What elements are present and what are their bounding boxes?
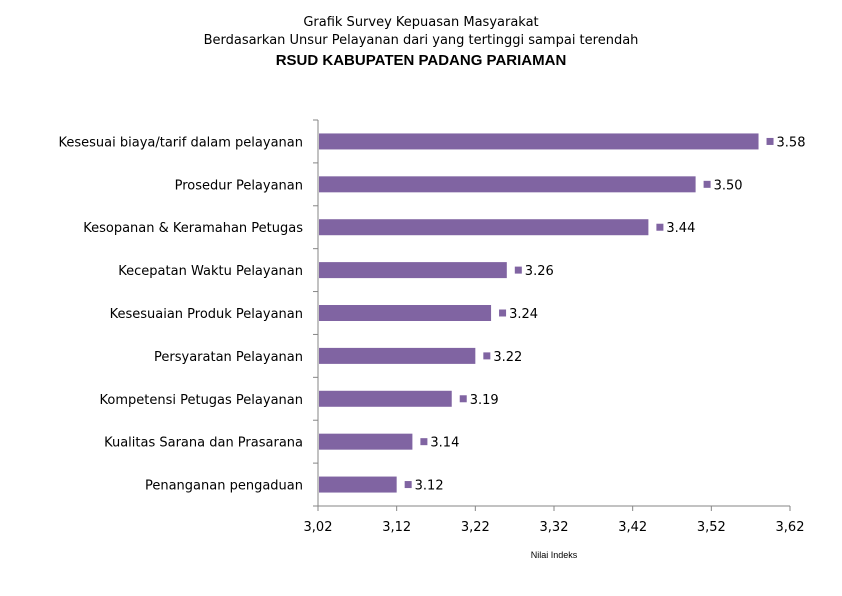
x-tick-label: 3,22 [461, 520, 490, 535]
bar [319, 133, 759, 150]
category-label: Penanganan pengaduan [145, 479, 303, 494]
data-label: 3.58 [777, 135, 806, 150]
value-marker [499, 309, 507, 317]
chart-org-title: RSUD KABUPATEN PADANG PARIAMAN [275, 52, 567, 69]
value-marker [514, 266, 522, 274]
chart-subtitle: Berdasarkan Unsur Pelayanan dari yang te… [203, 33, 639, 48]
bar [319, 262, 507, 279]
bar [319, 433, 413, 450]
x-axis-title: Nilai Indeks [531, 550, 578, 560]
bar [319, 390, 452, 407]
data-label: 3.12 [415, 479, 444, 494]
data-label: 3.50 [714, 178, 743, 193]
x-tick-label: 3,12 [382, 520, 411, 535]
chart-title: Grafik Survey Kepuasan Masyarakat [303, 15, 539, 30]
category-label: Kesopanan & Keramahan Petugas [83, 221, 303, 236]
bar [319, 176, 696, 193]
value-marker [703, 180, 711, 188]
value-marker [420, 438, 428, 446]
category-label: Kualitas Sarana dan Prasarana [104, 436, 303, 451]
x-tick-label: 3,62 [776, 520, 805, 535]
bar [319, 219, 649, 236]
data-label: 3.22 [493, 350, 522, 365]
category-label: Prosedur Pelayanan [175, 178, 303, 193]
x-tick-label: 3,02 [304, 520, 333, 535]
category-label: Kompetensi Petugas Pelayanan [100, 393, 304, 408]
value-marker [459, 395, 467, 403]
value-marker [404, 481, 412, 489]
x-tick-label: 3,42 [618, 520, 647, 535]
chart-title-block: Grafik Survey Kepuasan Masyarakat Berdas… [0, 14, 842, 71]
data-label: 3.24 [509, 307, 538, 322]
x-tick-label: 3,52 [697, 520, 726, 535]
x-tick-label: 3,32 [540, 520, 569, 535]
category-label: Persyaratan Pelayanan [154, 350, 303, 365]
category-label: Kesesuaian Produk Pelayanan [110, 307, 303, 322]
bar [319, 305, 492, 321]
value-marker [766, 137, 774, 145]
bar [319, 347, 476, 364]
value-marker [656, 223, 664, 231]
data-label: 3.26 [525, 264, 554, 279]
data-label: 3.44 [666, 221, 695, 236]
category-label: Kesesuai biaya/tarif dalam pelayanan [59, 135, 304, 150]
category-label: Kecepatan Waktu Pelayanan [118, 264, 303, 279]
bar [319, 476, 397, 493]
data-label: 3.19 [470, 393, 499, 408]
value-marker [483, 352, 491, 360]
data-label: 3.14 [430, 436, 459, 451]
